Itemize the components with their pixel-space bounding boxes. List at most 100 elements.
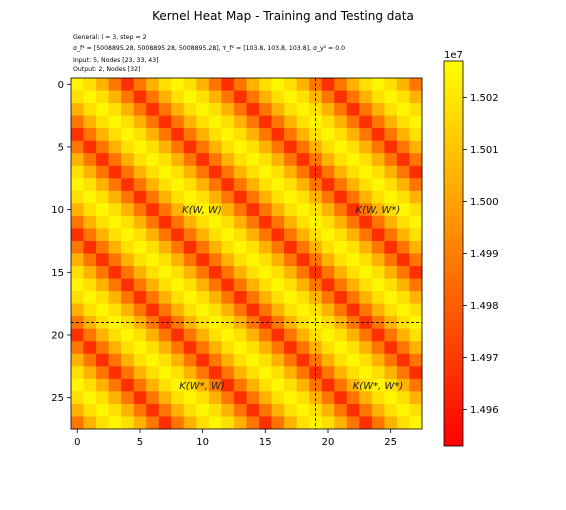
heatmap-cell bbox=[384, 240, 398, 254]
heatmap-cell bbox=[158, 391, 172, 405]
heatmap-cell bbox=[208, 90, 222, 104]
heatmap-cell bbox=[371, 103, 385, 117]
heatmap-cell bbox=[71, 140, 84, 154]
heatmap-cell bbox=[284, 266, 298, 279]
region-label-train-test: K(W, W*) bbox=[356, 205, 401, 216]
heatmap-cell bbox=[296, 103, 310, 117]
heatmap-cell bbox=[259, 253, 272, 267]
heatmap-cell bbox=[158, 266, 172, 279]
heatmap-cell bbox=[334, 165, 348, 179]
heatmap-cell bbox=[71, 178, 84, 192]
heatmap-cell bbox=[108, 378, 122, 392]
heatmap-cell bbox=[133, 165, 147, 179]
heatmap-cell bbox=[121, 215, 135, 229]
heatmap-cell bbox=[246, 140, 260, 154]
heatmap-cell bbox=[246, 178, 260, 192]
heatmap-cell bbox=[271, 403, 285, 417]
heatmap-cell bbox=[259, 228, 272, 242]
heatmap-cell bbox=[171, 291, 185, 305]
heatmap-cell bbox=[259, 328, 272, 342]
heatmap-cell bbox=[359, 115, 373, 129]
heatmap-cell bbox=[96, 378, 110, 392]
heatmap-cell bbox=[208, 366, 222, 380]
region-label-train-train: K(W, W) bbox=[182, 205, 222, 216]
heatmap-cell bbox=[133, 90, 147, 104]
heatmap-cell bbox=[233, 165, 247, 179]
heatmap-cell bbox=[246, 203, 260, 217]
heatmap-cell bbox=[346, 103, 360, 117]
heatmap-cell bbox=[334, 316, 348, 330]
heatmap-cell bbox=[396, 341, 410, 355]
heatmap-cell bbox=[371, 128, 385, 142]
heatmap-cell bbox=[334, 328, 348, 342]
heatmap-cell bbox=[83, 153, 97, 167]
heatmap-cell bbox=[384, 403, 398, 417]
heatmap-cell bbox=[246, 228, 260, 242]
heatmap-cell bbox=[359, 253, 373, 267]
heatmap-cell bbox=[246, 366, 260, 380]
heatmap-cell bbox=[183, 178, 197, 192]
heatmap-cell bbox=[196, 153, 210, 167]
colorbar-tick-label: 1.497 bbox=[470, 353, 499, 364]
colorbar-tick-label: 1.499 bbox=[470, 249, 499, 260]
heatmap-cell bbox=[246, 128, 260, 142]
heatmap-cell bbox=[371, 228, 385, 242]
heatmap-cell bbox=[309, 190, 323, 204]
heatmap-cell bbox=[259, 90, 272, 104]
heatmap-cell bbox=[296, 403, 310, 417]
heatmap-cell bbox=[208, 78, 222, 91]
heatmap-cell bbox=[158, 103, 172, 117]
heatmap-cell bbox=[71, 165, 84, 179]
colorbar-tick-label: 1.496 bbox=[470, 405, 499, 416]
heatmap-cell bbox=[346, 366, 360, 380]
heatmap-cell bbox=[334, 278, 348, 292]
heatmap-cell bbox=[396, 403, 410, 417]
heatmap-cell bbox=[208, 353, 222, 367]
heatmap-cell bbox=[284, 190, 298, 204]
heatmap-cell bbox=[96, 253, 110, 267]
y-tick-label: 5 bbox=[58, 142, 64, 153]
heatmap-cell bbox=[108, 215, 122, 229]
heatmap-cell bbox=[83, 416, 97, 430]
heatmap-cell bbox=[346, 115, 360, 129]
heatmap-cell bbox=[221, 215, 235, 229]
heatmap-cell bbox=[158, 403, 172, 417]
heatmap-cell bbox=[259, 416, 272, 430]
heatmap-cell bbox=[321, 253, 335, 267]
heatmap-cell bbox=[384, 115, 398, 129]
heatmap-cell bbox=[121, 153, 135, 167]
heatmap-cell bbox=[359, 416, 373, 430]
heatmap-cell bbox=[183, 391, 197, 405]
heatmap-cell bbox=[334, 353, 348, 367]
heatmap-cell bbox=[96, 416, 110, 430]
heatmap-cell bbox=[409, 115, 423, 129]
heatmap-cell bbox=[246, 215, 260, 229]
heatmap-cell bbox=[346, 90, 360, 104]
heatmap-cell bbox=[409, 266, 423, 279]
heatmap-cell bbox=[309, 240, 323, 254]
heatmap-cell bbox=[384, 341, 398, 355]
heatmap-cell bbox=[259, 203, 272, 217]
heatmap-cell bbox=[71, 416, 84, 430]
heatmap-cell bbox=[233, 215, 247, 229]
heatmap-cell bbox=[196, 190, 210, 204]
heatmap-cell bbox=[334, 253, 348, 267]
heatmap-cell bbox=[284, 203, 298, 217]
heatmap-cell bbox=[396, 178, 410, 192]
heatmap-cell bbox=[146, 215, 160, 229]
heatmap-cell bbox=[158, 253, 172, 267]
heatmap-cell bbox=[196, 278, 210, 292]
heatmap-cell bbox=[83, 215, 97, 229]
region-label-test-test: K(W*, W*) bbox=[353, 381, 404, 392]
heatmap-cell bbox=[183, 291, 197, 305]
heatmap-cell bbox=[271, 215, 285, 229]
heatmap-cell bbox=[133, 353, 147, 367]
heatmap-cell bbox=[271, 178, 285, 192]
heatmap-cell bbox=[208, 128, 222, 142]
heatmap-cell bbox=[296, 240, 310, 254]
heatmap-cell bbox=[371, 178, 385, 192]
heatmap-cell bbox=[284, 178, 298, 192]
heatmap-cell bbox=[296, 378, 310, 392]
heatmap-cell bbox=[246, 328, 260, 342]
heatmap-cell bbox=[409, 128, 423, 142]
